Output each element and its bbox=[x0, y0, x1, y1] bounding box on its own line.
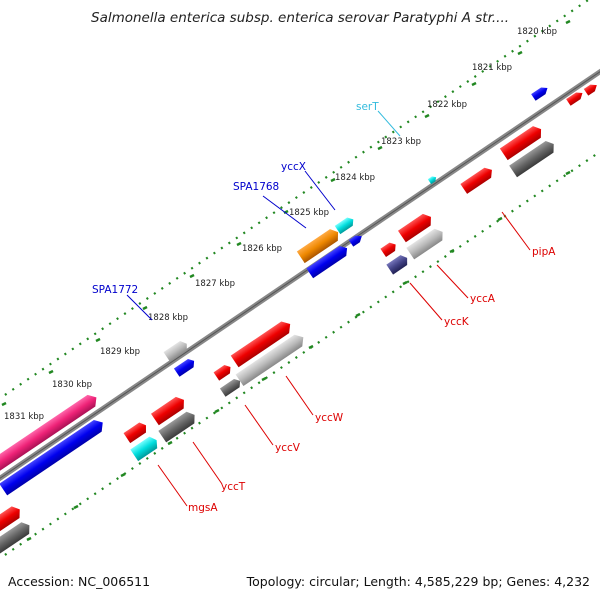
topology-summary-text: Topology: circular; Length: 4,585,229 bp… bbox=[246, 574, 590, 589]
feature-dark-gray[interactable] bbox=[0, 519, 33, 554]
gene-label-pipa[interactable]: pipA bbox=[532, 246, 556, 258]
tick-label: 1828 kbp bbox=[148, 313, 188, 323]
tick-label: 1823 kbp bbox=[381, 137, 421, 147]
tick-label: 1820 kbp bbox=[517, 27, 557, 37]
feature-red[interactable] bbox=[123, 420, 150, 444]
feature-blue[interactable] bbox=[0, 417, 107, 496]
feature-purple[interactable] bbox=[386, 253, 410, 275]
tick-labels: 1820 kbp 1821 kbp 1822 kbp 1823 kbp 1824… bbox=[4, 27, 557, 422]
gene-label-spa1772[interactable]: SPA1772 bbox=[92, 284, 138, 296]
tick-label: 1827 kbp bbox=[195, 279, 235, 289]
gene-label-sert[interactable]: serT bbox=[356, 101, 379, 113]
feature-gray[interactable] bbox=[163, 339, 191, 363]
gene-label-ycct[interactable]: yccT bbox=[221, 481, 246, 493]
feature-pink[interactable] bbox=[0, 392, 100, 473]
tick-label: 1821 kbp bbox=[472, 63, 512, 73]
label-leader-lines bbox=[126, 110, 531, 507]
gene-label-spa1768[interactable]: SPA1768 bbox=[233, 181, 279, 193]
feature-blue[interactable] bbox=[531, 85, 550, 101]
feature-red[interactable] bbox=[583, 82, 599, 96]
tick-label: 1831 kbp bbox=[4, 412, 44, 422]
tick-label: 1826 kbp bbox=[242, 244, 282, 254]
feature-cyan[interactable] bbox=[334, 215, 356, 235]
tick-label: 1822 kbp bbox=[427, 100, 467, 110]
feature-blue[interactable] bbox=[306, 243, 350, 279]
feature-dark-gray[interactable] bbox=[219, 377, 243, 397]
feature-cyan-small[interactable] bbox=[427, 175, 438, 185]
tick-label: 1824 kbp bbox=[335, 173, 375, 183]
feature-red[interactable] bbox=[0, 504, 24, 536]
inner-major-tick-marks bbox=[26, 170, 571, 542]
feature-red[interactable] bbox=[380, 240, 398, 258]
outer-tick-track bbox=[0, 0, 591, 400]
tick-label: 1830 kbp bbox=[52, 380, 92, 390]
genome-backbone bbox=[0, 68, 600, 482]
feature-dark-gray[interactable] bbox=[509, 138, 557, 178]
feature-blue[interactable] bbox=[348, 233, 364, 247]
feature-gray[interactable] bbox=[406, 226, 446, 260]
major-tick-marks bbox=[1, 19, 571, 407]
inner-features bbox=[0, 123, 557, 554]
gene-label-ycca[interactable]: yccA bbox=[470, 293, 496, 305]
feature-dark-gray[interactable] bbox=[158, 409, 198, 443]
feature-blue[interactable] bbox=[173, 357, 197, 377]
gene-label-mgsa[interactable]: mgsA bbox=[188, 502, 218, 514]
feature-red[interactable] bbox=[150, 394, 188, 426]
tick-label: 1825 kbp bbox=[289, 208, 329, 218]
feature-red[interactable] bbox=[460, 165, 495, 194]
gene-labels: serT yccX SPA1768 SPA1772 pipA yccA yccK… bbox=[92, 101, 556, 514]
feature-red[interactable] bbox=[566, 90, 585, 106]
feature-gray[interactable] bbox=[235, 331, 308, 387]
feature-red[interactable] bbox=[397, 211, 435, 243]
gene-label-yccv[interactable]: yccV bbox=[275, 442, 301, 454]
feature-red[interactable] bbox=[230, 318, 294, 368]
gene-label-yccx[interactable]: yccX bbox=[281, 161, 306, 173]
feature-orange[interactable] bbox=[296, 226, 342, 264]
gene-label-yccw[interactable]: yccW bbox=[315, 412, 344, 424]
accession-text: Accession: NC_006511 bbox=[8, 574, 150, 589]
tick-label: 1829 kbp bbox=[100, 347, 140, 357]
gene-label-ycck[interactable]: yccK bbox=[444, 316, 470, 328]
feature-cyan[interactable] bbox=[130, 434, 160, 462]
map-title: Salmonella enterica subsp. enterica sero… bbox=[91, 10, 509, 26]
outer-features bbox=[0, 82, 599, 496]
feature-red[interactable] bbox=[213, 363, 234, 381]
feature-red[interactable] bbox=[499, 123, 545, 161]
